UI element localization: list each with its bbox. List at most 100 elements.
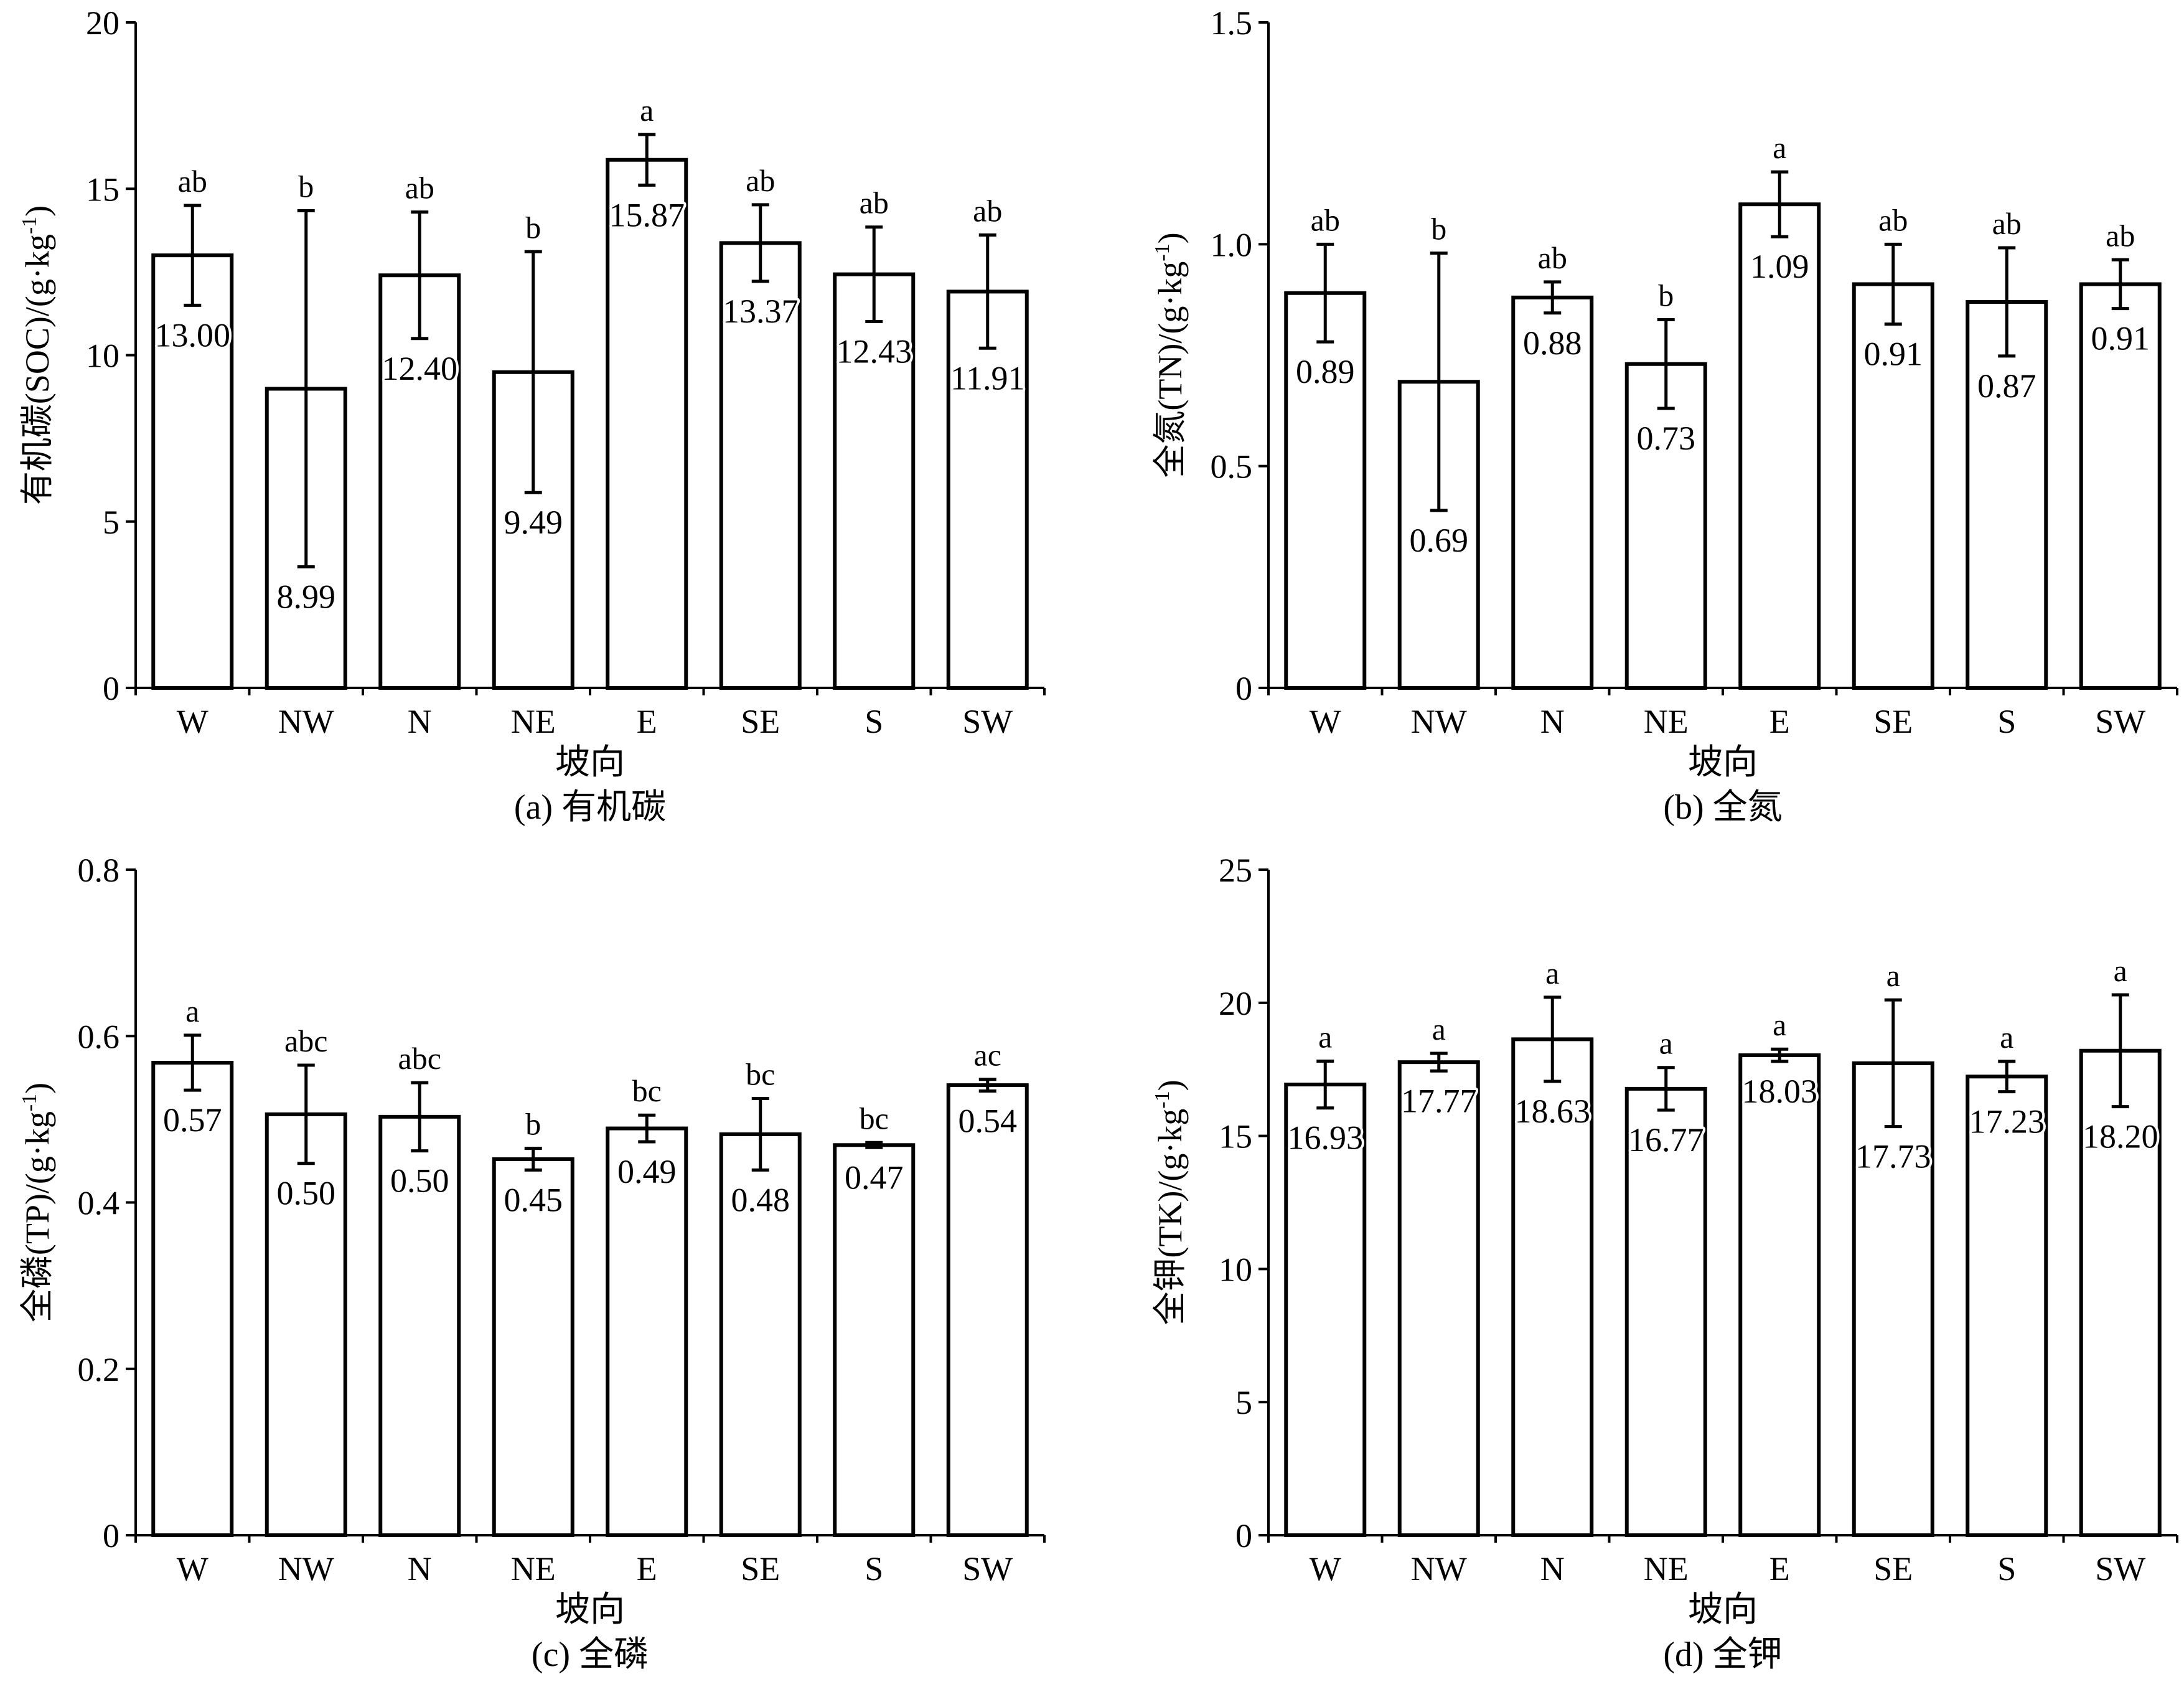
y-tick-label: 0: [1235, 670, 1252, 707]
y-axis-title: 全氮(TN)/(g·kg-1): [1151, 232, 1189, 477]
x-category-label: S: [1997, 1550, 2016, 1588]
significance-letter: b: [298, 169, 314, 204]
error-bar-nw: [1430, 1051, 1448, 1073]
error-bars: [184, 133, 996, 568]
significance-letter: ab: [1311, 202, 1340, 237]
y-axis-title: 全磷(TP)/(g·kg-1): [18, 1083, 56, 1322]
x-category-label: SW: [2095, 703, 2145, 740]
y-tick-label: 15: [1219, 1118, 1252, 1155]
y-tick-label: 20: [86, 4, 120, 42]
bar-sw: [2079, 282, 2162, 690]
x-category-label: NE: [511, 703, 556, 740]
x-category-label: NE: [1644, 703, 1689, 740]
y-tick-label: 1.5: [1211, 4, 1253, 42]
x-category-label: S: [1997, 703, 2016, 740]
significance-letter: a: [1773, 130, 1786, 165]
y-axis-title-tail: ): [19, 1083, 56, 1094]
panel-caption: (a) 有机碳: [514, 788, 666, 827]
bar-value-label: 0.50: [277, 1175, 336, 1212]
panel-c-tp-chart: 0 0.2 0.4 0.6 0.8 W NW N NE E SE S SW 0.57 0.50 0.50 0.4…: [18, 852, 1046, 1674]
bar-value-label: 16.93: [1288, 1119, 1364, 1157]
bar-value-label: 0.45: [504, 1181, 563, 1218]
y-axis-title: 全钾(TK)/(g·kg-1): [1151, 1080, 1189, 1325]
x-category-label: E: [637, 703, 657, 740]
bar-e: [606, 158, 688, 690]
bar-value-label: 0.47: [845, 1159, 904, 1196]
significance-letter: bc: [860, 1101, 889, 1136]
y-axis-title-superscript: -1: [1151, 243, 1174, 261]
bar-value-label: 17.73: [1855, 1138, 1931, 1175]
significance-letter: b: [1431, 212, 1446, 247]
bar-sw: [946, 1083, 1029, 1537]
x-category-label: SE: [741, 1550, 780, 1588]
x-category-label: NW: [1411, 703, 1467, 740]
y-axis-title-superscript: -1: [1151, 1091, 1174, 1108]
x-category-label: E: [1769, 703, 1790, 740]
bars: [151, 158, 1029, 690]
bar-value-label: 0.49: [617, 1153, 677, 1190]
significance-letter: a: [1886, 958, 1900, 993]
y-axis-title-tail: ): [19, 205, 56, 217]
y-tick-label: 20: [1219, 985, 1252, 1022]
bar-value-label: 17.77: [1401, 1082, 1477, 1119]
x-axis-title: 坡向: [555, 743, 625, 782]
significance-letter: abc: [398, 1041, 441, 1076]
panel-caption: (c) 全磷: [532, 1635, 649, 1674]
y-axis-title-main: 全钾(TK)/(g·kg: [1151, 1109, 1189, 1325]
y-axis-title-tail: ): [1151, 232, 1189, 243]
bar-value-label: 0.57: [163, 1101, 222, 1139]
error-bar-w: [184, 1033, 202, 1092]
x-category-label: SE: [1873, 1550, 1913, 1588]
bar-s: [833, 272, 916, 690]
bar-value-label: 0.73: [1637, 420, 1696, 457]
error-bar-nw: [297, 209, 315, 568]
significance-letter: ab: [178, 164, 207, 199]
bar-value-label: 0.48: [731, 1181, 790, 1218]
bar-value-label: 9.49: [504, 504, 563, 541]
error-bars: [1316, 993, 2129, 1129]
x-axis-title: 坡向: [555, 1591, 625, 1629]
error-bar-ne: [1657, 318, 1675, 410]
error-bars: [184, 1033, 996, 1172]
error-bar-s: [1998, 1060, 2016, 1094]
x-category-label: W: [177, 703, 209, 740]
bar-value-label: 0.87: [1977, 367, 2036, 405]
error-bar-n: [1544, 280, 1562, 315]
y-tick-label: 0: [1235, 1517, 1252, 1555]
x-category-label: SW: [2095, 1550, 2145, 1588]
x-category-label: SW: [962, 703, 1013, 740]
bar-sw: [946, 289, 1029, 690]
y-tick-label: 10: [86, 337, 120, 375]
bars: [1284, 202, 2162, 690]
y-tick-label: 0: [103, 670, 120, 707]
bar-s: [1966, 1075, 2048, 1538]
y-axis-title-main: 有机碳(SOC)/(g·kg: [19, 234, 56, 505]
significance-letter: ab: [2106, 218, 2135, 253]
y-tick-label: 10: [1219, 1251, 1252, 1288]
bar-s: [1966, 299, 2048, 690]
error-bar-e: [638, 133, 656, 187]
error-bar-se: [1884, 998, 1902, 1129]
significance-letter: ab: [973, 194, 1002, 228]
x-category-label: SE: [741, 703, 780, 740]
bar-se: [1852, 1061, 1934, 1538]
y-tick-label: 0: [103, 1517, 120, 1555]
error-bar-se: [751, 203, 769, 283]
bar-e: [1738, 202, 1821, 690]
x-category-label: S: [865, 1550, 883, 1588]
significance-letter: a: [640, 93, 654, 128]
significance-letter: b: [525, 210, 541, 245]
x-category-label: N: [408, 1550, 432, 1588]
significance-letter: a: [2000, 1020, 2013, 1055]
y-tick-label: 5: [1235, 1384, 1252, 1421]
panel-a-soc-chart: 0 5 10 15 20 W NW N NE E SE S SW 13.00 8.99 12.40 9.49 15…: [18, 4, 1046, 827]
panel-caption: (b) 全氮: [1663, 788, 1782, 827]
significance-letter: a: [1545, 956, 1559, 990]
significance-letter: b: [525, 1107, 541, 1142]
error-bar-w: [1316, 1059, 1334, 1110]
significance-letter: a: [1432, 1012, 1446, 1047]
error-bar-n: [411, 1081, 429, 1153]
y-tick-label: 25: [1219, 852, 1252, 889]
x-category-label: NW: [1411, 1550, 1467, 1588]
